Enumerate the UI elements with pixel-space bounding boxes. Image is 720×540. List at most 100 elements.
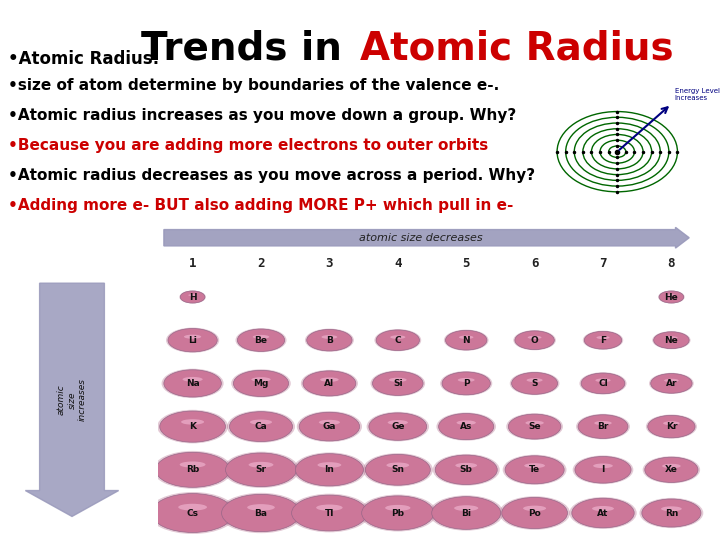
Ellipse shape (592, 506, 614, 511)
Ellipse shape (227, 410, 295, 443)
Text: P: P (463, 379, 469, 388)
Ellipse shape (235, 328, 287, 352)
Ellipse shape (318, 462, 341, 468)
Text: Sr: Sr (256, 465, 266, 474)
Ellipse shape (454, 505, 478, 511)
Ellipse shape (458, 378, 474, 382)
Ellipse shape (301, 370, 358, 397)
Ellipse shape (250, 420, 272, 425)
Text: Cl: Cl (598, 379, 608, 388)
Ellipse shape (505, 456, 564, 484)
Ellipse shape (570, 497, 636, 529)
Ellipse shape (528, 336, 541, 339)
Ellipse shape (222, 494, 300, 532)
Ellipse shape (363, 453, 433, 487)
Text: •Atomic Radius:: •Atomic Radius: (8, 50, 159, 68)
Ellipse shape (168, 328, 217, 352)
Ellipse shape (576, 414, 630, 440)
Text: Sb: Sb (460, 465, 472, 474)
Ellipse shape (372, 372, 423, 395)
Ellipse shape (160, 411, 225, 442)
Ellipse shape (180, 462, 205, 468)
Ellipse shape (526, 421, 544, 425)
Text: 6: 6 (531, 256, 539, 270)
Text: Energy Level
Increases: Energy Level Increases (675, 87, 719, 101)
Text: Rn: Rn (665, 509, 678, 517)
Text: Li: Li (188, 336, 197, 345)
Text: Ar: Ar (666, 379, 677, 388)
Text: atomic size decreases: atomic size decreases (359, 233, 483, 243)
Ellipse shape (371, 370, 425, 396)
Ellipse shape (152, 494, 233, 532)
Ellipse shape (293, 453, 366, 487)
Ellipse shape (184, 335, 201, 339)
Ellipse shape (506, 413, 563, 440)
Ellipse shape (222, 451, 300, 488)
Ellipse shape (661, 507, 682, 511)
Ellipse shape (157, 410, 228, 443)
Ellipse shape (374, 329, 421, 352)
Ellipse shape (253, 335, 269, 339)
Ellipse shape (366, 412, 429, 441)
Ellipse shape (667, 294, 675, 296)
Ellipse shape (438, 414, 494, 440)
Text: F: F (600, 336, 606, 345)
Text: K: K (189, 422, 196, 431)
Ellipse shape (572, 498, 634, 528)
Ellipse shape (148, 492, 237, 534)
Text: 3: 3 (325, 256, 333, 270)
Ellipse shape (164, 370, 221, 397)
Text: Al: Al (324, 379, 335, 388)
Text: C: C (395, 336, 401, 345)
Ellipse shape (292, 495, 367, 531)
Ellipse shape (161, 369, 224, 398)
Ellipse shape (387, 420, 408, 425)
Ellipse shape (387, 462, 409, 468)
Ellipse shape (233, 370, 289, 396)
Ellipse shape (648, 415, 695, 438)
Ellipse shape (652, 331, 690, 349)
Ellipse shape (435, 455, 498, 484)
Ellipse shape (361, 496, 434, 530)
Ellipse shape (456, 421, 476, 425)
Ellipse shape (639, 498, 703, 528)
Text: 5: 5 (462, 256, 470, 270)
Text: •Atomic radius decreases as you move across a period. Why?: •Atomic radius decreases as you move acr… (8, 168, 535, 183)
Ellipse shape (389, 377, 407, 382)
Ellipse shape (303, 371, 356, 396)
Ellipse shape (179, 291, 206, 303)
Text: Be: Be (254, 336, 268, 345)
Ellipse shape (179, 504, 207, 511)
FancyArrow shape (164, 227, 689, 248)
Ellipse shape (649, 373, 694, 394)
Ellipse shape (646, 415, 697, 438)
Text: O: O (531, 336, 539, 345)
Text: In: In (325, 465, 334, 474)
Ellipse shape (230, 411, 292, 442)
Ellipse shape (247, 504, 275, 511)
Text: •Because you are adding more electrons to outer orbits: •Because you are adding more electrons t… (8, 138, 488, 153)
Ellipse shape (662, 464, 680, 468)
Ellipse shape (156, 453, 230, 487)
Ellipse shape (512, 373, 557, 394)
Ellipse shape (659, 291, 684, 303)
Ellipse shape (166, 328, 219, 353)
Ellipse shape (523, 505, 546, 511)
Ellipse shape (581, 373, 625, 394)
Text: Na: Na (186, 379, 199, 388)
Ellipse shape (526, 378, 543, 382)
Ellipse shape (582, 330, 624, 350)
Text: Rb: Rb (186, 465, 199, 474)
Ellipse shape (300, 413, 359, 441)
Text: Si: Si (393, 379, 402, 388)
FancyArrow shape (25, 283, 119, 516)
Text: Xe: Xe (665, 465, 678, 474)
Ellipse shape (510, 372, 559, 395)
Ellipse shape (578, 415, 628, 438)
Text: 7: 7 (599, 256, 607, 270)
Ellipse shape (580, 372, 626, 395)
Text: S: S (531, 379, 538, 388)
Ellipse shape (585, 332, 621, 349)
Text: Kr: Kr (666, 422, 677, 431)
Text: atomic
size
increases: atomic size increases (57, 379, 87, 421)
